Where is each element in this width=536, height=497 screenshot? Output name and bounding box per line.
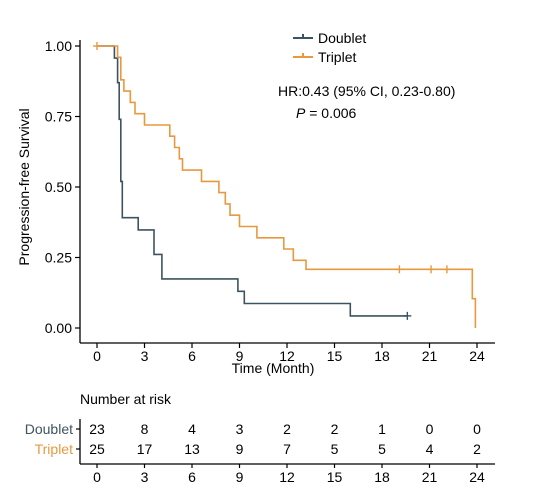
legend-item-triplet: Triplet [293,49,356,65]
risk-count-doublet: 1 [378,421,386,437]
risk-x-tick-label: 6 [188,469,196,485]
x-axis-label: Time (Month) [232,360,315,376]
x-tick-label: 21 [422,348,438,364]
risk-x-tick-label: 18 [374,469,390,485]
risk-count-triplet: 25 [89,441,105,457]
triplet-censor-mark [395,265,404,274]
p-value-text: P = 0.006 [296,105,357,121]
risk-row-label-triplet: Triplet [35,441,73,457]
y-tick-label: 0.25 [45,250,72,266]
y-tick-label: 0.75 [45,109,72,125]
legend-label-triplet: Triplet [318,49,356,65]
risk-count-triplet: 7 [283,441,291,457]
doublet-survival-line [97,45,408,317]
hazard-ratio-text: HR:0.43 (95% CI, 0.23-0.80) [278,83,455,99]
p-label: P [296,105,306,121]
axes: 0.00 0.25 0.50 0.75 1.00 0 3 6 9 12 15 18 21 24 Time (… [16,38,495,376]
plot-area [93,42,477,328]
x-tick-label: 12 [279,348,295,364]
doublet-censor-mark [403,311,412,320]
annotation: HR:0.43 (95% CI, 0.23-0.80) P = 0.006 [278,83,455,121]
legend-item-doublet: Doublet [293,30,366,46]
x-tick-label: 3 [141,348,149,364]
risk-count-doublet: 8 [141,421,149,437]
triplet-survival-line [97,45,477,328]
y-tick-label: 1.00 [45,38,72,54]
risk-count-doublet: 2 [331,421,339,437]
risk-x-tick-label: 9 [236,469,244,485]
x-tick-label: 18 [374,348,390,364]
risk-x-tick-label: 24 [469,469,485,485]
risk-count-triplet: 5 [378,441,386,457]
legend: Doublet Triplet [293,30,366,65]
triplet-censor-mark [93,42,101,50]
x-tick-label: 6 [188,348,196,364]
y-axis-label: Progression-free Survival [16,108,32,265]
risk-x-tick-label: 15 [327,469,343,485]
y-tick-label: 0.50 [45,179,72,195]
risk-x-tick-label: 21 [422,469,438,485]
risk-x-tick-label: 12 [279,469,295,485]
p-value: = 0.006 [305,105,356,121]
risk-count-triplet: 5 [331,441,339,457]
x-tick-label: 0 [93,348,101,364]
risk-count-doublet: 2 [283,421,291,437]
risk-count-doublet: 0 [426,421,434,437]
risk-count-triplet: 4 [426,441,434,457]
risk-count-triplet: 17 [137,441,153,457]
legend-label-doublet: Doublet [318,30,366,46]
risk-x-tick-label: 3 [141,469,149,485]
risk-x-tick-label: 0 [93,469,101,485]
risk-count-triplet: 9 [236,441,244,457]
x-tick-label: 9 [236,348,244,364]
risk-row-doublet: Doublet 23 8 4 3 2 2 1 0 0 [25,421,481,437]
risk-row-label-doublet: Doublet [25,421,73,437]
risk-count-doublet: 3 [236,421,244,437]
triplet-censor-mark [427,265,436,274]
y-tick-label: 0.00 [45,320,72,336]
risk-count-doublet: 0 [473,421,481,437]
x-tick-label: 15 [327,348,343,364]
triplet-censor-mark [442,265,451,274]
risk-count-triplet: 2 [473,441,481,457]
risk-count-doublet: 4 [188,421,196,437]
risk-table-title: Number at risk [80,391,172,407]
risk-row-triplet: Triplet 25 17 13 9 7 5 5 4 2 [35,441,481,457]
risk-count-triplet: 13 [184,441,200,457]
risk-count-doublet: 23 [89,421,105,437]
x-tick-label: 24 [469,348,485,364]
